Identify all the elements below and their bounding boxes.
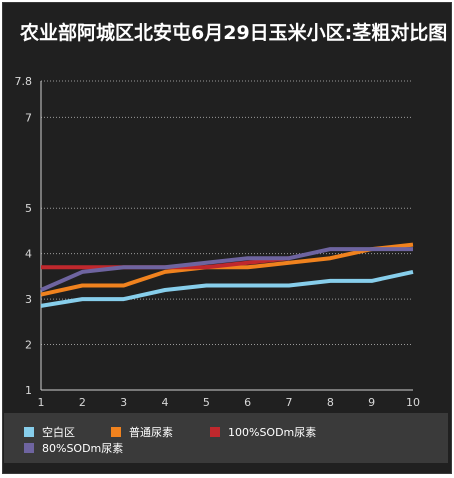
legend-item: 普通尿素: [111, 424, 173, 440]
series-line-1: [40, 269, 414, 308]
chart-legend: 空白区 普通尿素 100%SODm尿素 80%SODm尿素: [4, 413, 448, 463]
x-tick-label: 3: [120, 396, 127, 409]
legend-swatch: [24, 443, 34, 453]
x-tick-label: 5: [203, 396, 210, 409]
legend-label: 空白区: [42, 426, 75, 439]
legend-item: 空白区: [24, 424, 75, 440]
legend-label: 80%SODm尿素: [42, 442, 124, 455]
series-line-4: [40, 247, 413, 292]
x-tick-label: 2: [79, 396, 86, 409]
legend-label: 100%SODm尿素: [228, 426, 317, 439]
legend-swatch: [210, 427, 220, 437]
x-tick-label: 6: [244, 396, 251, 409]
x-tick-label: 9: [368, 396, 375, 409]
y-tick-label: 2: [25, 339, 32, 352]
legend-label: 普通尿素: [129, 426, 173, 439]
x-tick-label: 8: [327, 396, 334, 409]
y-tick-label: 5: [25, 202, 32, 215]
legend-item: 100%SODm尿素: [210, 424, 316, 440]
x-tick-label: 10: [406, 396, 420, 409]
y-tick-label: 7.8: [15, 75, 33, 88]
series-line-2: [40, 242, 414, 297]
chart-title: 农业部阿城区北安屯6月29日玉米小区:茎粗对比图: [20, 22, 448, 44]
legend-swatch: [111, 427, 121, 437]
x-tick-label: 7: [286, 396, 293, 409]
y-tick-label: 1: [25, 384, 32, 397]
y-tick-label: 3: [25, 293, 32, 306]
legend-item: 80%SODm尿素: [24, 440, 123, 456]
y-tick-label: 7: [25, 111, 32, 124]
x-tick-label: 1: [38, 396, 45, 409]
x-tick-label: 4: [162, 396, 169, 409]
y-tick-label: 4: [25, 248, 32, 261]
legend-swatch: [24, 427, 34, 437]
